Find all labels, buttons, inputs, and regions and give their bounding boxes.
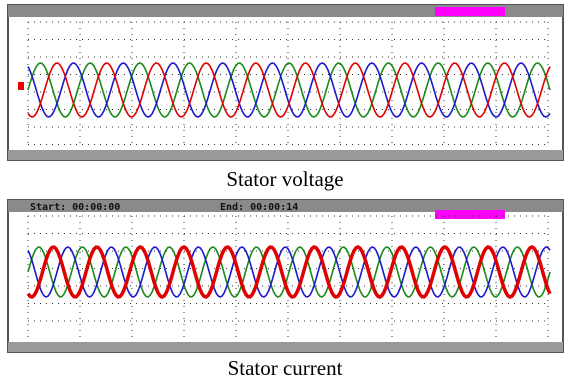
- scope-frame: [8, 200, 563, 352]
- footer-bar: [8, 342, 563, 352]
- footer-bar: [8, 150, 563, 160]
- header-end: End: 00:00:14: [220, 202, 298, 213]
- header-start: Start: 00:00:00: [30, 202, 120, 213]
- scope-panel: Start: 00:00:00 End: 00:00:14: [8, 200, 563, 352]
- zoom-box: [435, 7, 505, 16]
- marker: [18, 82, 24, 90]
- zoom-box: [435, 210, 505, 219]
- figure: Stator voltage Start: 00:00:00 End: 00:0…: [0, 0, 571, 383]
- caption: Stator current: [228, 356, 343, 380]
- scope-frame: [8, 5, 563, 160]
- scope-panel: [8, 5, 563, 160]
- caption: Stator voltage: [226, 167, 343, 191]
